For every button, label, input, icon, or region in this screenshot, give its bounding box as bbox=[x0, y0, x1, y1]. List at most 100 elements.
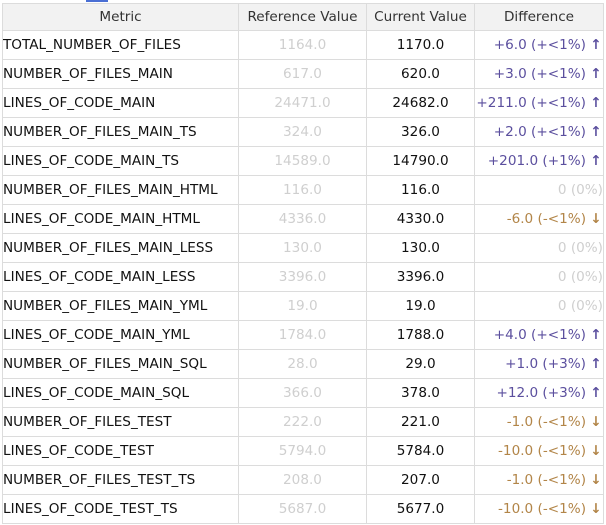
arrow-up-icon: ↑ bbox=[590, 153, 602, 169]
table-row: NUMBER_OF_FILES_MAIN_YML 19.0 19.0 0 (0%) bbox=[2, 291, 604, 321]
current-value-cell: 19.0 bbox=[366, 291, 475, 321]
reference-value-cell: 208.0 bbox=[238, 465, 367, 495]
difference-text: +6.0 (+<1%) bbox=[493, 37, 586, 53]
current-value-cell: 1170.0 bbox=[366, 30, 475, 60]
metric-name-cell: NUMBER_OF_FILES_MAIN_LESS bbox=[2, 233, 239, 263]
metric-name-cell: TOTAL_NUMBER_OF_FILES bbox=[2, 30, 239, 60]
metric-name-cell: NUMBER_OF_FILES_MAIN_HTML bbox=[2, 175, 239, 205]
current-value-cell: 207.0 bbox=[366, 465, 475, 495]
arrow-down-icon: ↓ bbox=[590, 414, 602, 430]
difference-text: -1.0 (-<1%) bbox=[506, 414, 586, 430]
difference-cell: -6.0 (-<1%) ↓ bbox=[474, 204, 604, 234]
current-value-cell: 3396.0 bbox=[366, 262, 475, 292]
arrow-up-icon: ↑ bbox=[590, 95, 602, 111]
arrow-up-icon: ↑ bbox=[590, 356, 602, 372]
reference-value-cell: 4336.0 bbox=[238, 204, 367, 234]
difference-text: +3.0 (+<1%) bbox=[493, 66, 586, 82]
difference-text: -6.0 (-<1%) bbox=[506, 211, 586, 227]
current-value-cell: 5677.0 bbox=[366, 494, 475, 524]
difference-text: -10.0 (-<1%) bbox=[498, 501, 586, 517]
current-value-cell: 5784.0 bbox=[366, 436, 475, 466]
reference-value-cell: 1164.0 bbox=[238, 30, 367, 60]
metric-name-cell: LINES_OF_CODE_MAIN bbox=[2, 88, 239, 118]
current-value-cell: 1788.0 bbox=[366, 320, 475, 350]
metric-name-cell: LINES_OF_CODE_MAIN_YML bbox=[2, 320, 239, 350]
difference-cell: +3.0 (+<1%) ↑ bbox=[474, 59, 604, 89]
difference-cell: -10.0 (-<1%) ↓ bbox=[474, 494, 604, 524]
column-header-reference-value[interactable]: Reference Value bbox=[238, 3, 367, 31]
metric-name-cell: LINES_OF_CODE_MAIN_SQL bbox=[2, 378, 239, 408]
column-header-current-value[interactable]: Current Value bbox=[366, 3, 475, 31]
difference-text: 0 (0%) bbox=[557, 298, 603, 314]
reference-value-cell: 24471.0 bbox=[238, 88, 367, 118]
reference-value-cell: 5687.0 bbox=[238, 494, 367, 524]
table-row: NUMBER_OF_FILES_MAIN 617.0 620.0 +3.0 (+<1%… bbox=[2, 59, 604, 89]
table-row: LINES_OF_CODE_TEST_TS 5687.0 5677.0 -10.0 (… bbox=[2, 494, 604, 524]
difference-text: +4.0 (+<1%) bbox=[493, 327, 586, 343]
reference-value-cell: 28.0 bbox=[238, 349, 367, 379]
reference-value-cell: 5794.0 bbox=[238, 436, 367, 466]
current-value-cell: 116.0 bbox=[366, 175, 475, 205]
difference-text: +211.0 (+<1%) bbox=[476, 95, 586, 111]
metric-name-cell: LINES_OF_CODE_MAIN_HTML bbox=[2, 204, 239, 234]
table-row: NUMBER_OF_FILES_MAIN_SQL 28.0 29.0 +1.0 (+3… bbox=[2, 349, 604, 379]
current-value-cell: 29.0 bbox=[366, 349, 475, 379]
arrow-up-icon: ↑ bbox=[590, 327, 602, 343]
reference-value-cell: 617.0 bbox=[238, 59, 367, 89]
current-value-cell: 4330.0 bbox=[366, 204, 475, 234]
difference-text: -10.0 (-<1%) bbox=[498, 443, 586, 459]
reference-value-cell: 130.0 bbox=[238, 233, 367, 263]
reference-value-cell: 116.0 bbox=[238, 175, 367, 205]
current-value-cell: 620.0 bbox=[366, 59, 475, 89]
arrow-down-icon: ↓ bbox=[590, 501, 602, 517]
reference-value-cell: 14589.0 bbox=[238, 146, 367, 176]
difference-text: +1.0 (+3%) bbox=[505, 356, 586, 372]
difference-text: +2.0 (+<1%) bbox=[493, 124, 586, 140]
table-row: LINES_OF_CODE_MAIN_LESS 3396.0 3396.0 0 (0%… bbox=[2, 262, 604, 292]
reference-value-cell: 3396.0 bbox=[238, 262, 367, 292]
table-row: NUMBER_OF_FILES_MAIN_HTML 116.0 116.0 0 (0%… bbox=[2, 175, 604, 205]
difference-text: 0 (0%) bbox=[557, 269, 603, 285]
reference-value-cell: 1784.0 bbox=[238, 320, 367, 350]
difference-cell: -1.0 (-<1%) ↓ bbox=[474, 407, 604, 437]
arrow-down-icon: ↓ bbox=[590, 472, 602, 488]
difference-cell: +1.0 (+3%) ↑ bbox=[474, 349, 604, 379]
metric-name-cell: NUMBER_OF_FILES_MAIN_TS bbox=[2, 117, 239, 147]
top-accent-line bbox=[86, 0, 108, 2]
difference-cell: +2.0 (+<1%) ↑ bbox=[474, 117, 604, 147]
current-value-cell: 326.0 bbox=[366, 117, 475, 147]
metric-name-cell: NUMBER_OF_FILES_TEST bbox=[2, 407, 239, 437]
difference-cell: 0 (0%) bbox=[474, 175, 604, 205]
difference-cell: +6.0 (+<1%) ↑ bbox=[474, 30, 604, 60]
difference-cell: +201.0 (+1%) ↑ bbox=[474, 146, 604, 176]
difference-cell: +4.0 (+<1%) ↑ bbox=[474, 320, 604, 350]
table-row: NUMBER_OF_FILES_MAIN_TS 324.0 326.0 +2.0 (+… bbox=[2, 117, 604, 147]
table-row: LINES_OF_CODE_MAIN_YML 1784.0 1788.0 +4.0 (… bbox=[2, 320, 604, 350]
column-header-metric[interactable]: Metric bbox=[2, 3, 239, 31]
arrow-down-icon: ↓ bbox=[590, 211, 602, 227]
table-row: NUMBER_OF_FILES_MAIN_LESS 130.0 130.0 0 (0%… bbox=[2, 233, 604, 263]
difference-cell: +211.0 (+<1%) ↑ bbox=[474, 88, 604, 118]
difference-cell: -1.0 (-<1%) ↓ bbox=[474, 465, 604, 495]
metric-name-cell: NUMBER_OF_FILES_MAIN bbox=[2, 59, 239, 89]
metric-name-cell: LINES_OF_CODE_MAIN_LESS bbox=[2, 262, 239, 292]
difference-text: 0 (0%) bbox=[557, 182, 603, 198]
difference-cell: -10.0 (-<1%) ↓ bbox=[474, 436, 604, 466]
column-header-difference[interactable]: Difference bbox=[474, 3, 604, 31]
difference-text: -1.0 (-<1%) bbox=[506, 472, 586, 488]
table-row: LINES_OF_CODE_TEST 5794.0 5784.0 -10.0 (-<1… bbox=[2, 436, 604, 466]
reference-value-cell: 324.0 bbox=[238, 117, 367, 147]
arrow-up-icon: ↑ bbox=[590, 66, 602, 82]
difference-text: +12.0 (+3%) bbox=[496, 385, 586, 401]
current-value-cell: 221.0 bbox=[366, 407, 475, 437]
reference-value-cell: 19.0 bbox=[238, 291, 367, 321]
current-value-cell: 24682.0 bbox=[366, 88, 475, 118]
difference-cell: 0 (0%) bbox=[474, 233, 604, 263]
table-row: LINES_OF_CODE_MAIN 24471.0 24682.0 +211.0 (… bbox=[2, 88, 604, 118]
metric-name-cell: LINES_OF_CODE_TEST bbox=[2, 436, 239, 466]
difference-cell: 0 (0%) bbox=[474, 291, 604, 321]
table-row: LINES_OF_CODE_MAIN_HTML 4336.0 4330.0 -6.0 … bbox=[2, 204, 604, 234]
reference-value-cell: 222.0 bbox=[238, 407, 367, 437]
table-row: NUMBER_OF_FILES_TEST 222.0 221.0 -1.0 (-<1%… bbox=[2, 407, 604, 437]
table-row: LINES_OF_CODE_MAIN_TS 14589.0 14790.0 +201.… bbox=[2, 146, 604, 176]
